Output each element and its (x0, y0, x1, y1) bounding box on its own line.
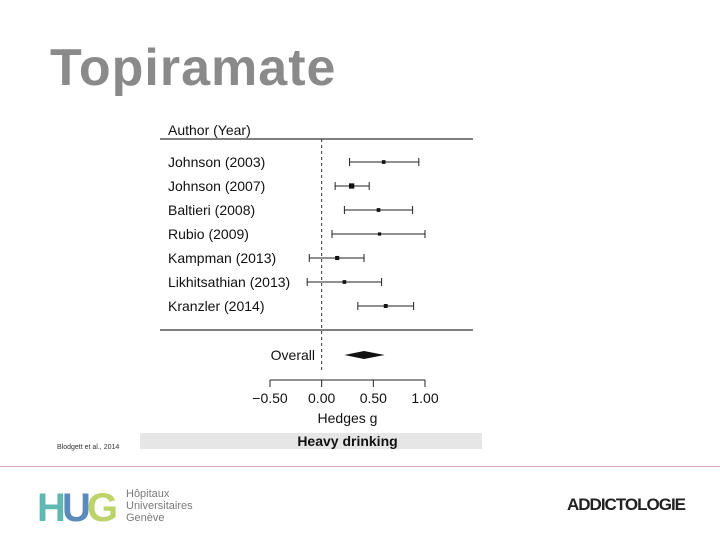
addictologie-logo: ADDICTOLOGIE (567, 495, 686, 514)
study-label: Rubio (2009) (168, 226, 249, 242)
study-row: Likhitsathian (2013) (168, 274, 383, 290)
study-point (383, 304, 388, 308)
study-rows: Johnson (2003) Johnson (2007) Baltieri (20… (168, 154, 426, 314)
citation: Blodgett et al., 2014 (57, 444, 120, 451)
study-label: Kranzler (2014) (168, 298, 265, 314)
study-label: Likhitsathian (2013) (168, 274, 290, 290)
study-point (377, 232, 382, 236)
footer-divider (0, 466, 720, 467)
column-header: Author (Year) (168, 122, 251, 138)
chart-caption: Heavy drinking (297, 433, 397, 449)
x-tick-label: 0.00 (308, 390, 335, 406)
x-tick-label: 1.00 (411, 390, 438, 406)
hug-logo-icon: H U G (37, 486, 117, 522)
hug-line: Hôpitaux (126, 488, 170, 500)
svg-text:G: G (87, 486, 117, 522)
x-tick-label: −0.50 (252, 390, 288, 406)
x-axis: −0.50 0.00 0.50 1.00 (252, 379, 439, 406)
slide-title: Topiramate (50, 39, 337, 97)
study-point (335, 255, 340, 261)
study-row: Johnson (2007) (168, 178, 370, 194)
x-axis-label: Hedges g (318, 410, 378, 426)
study-point (381, 160, 386, 164)
study-row: Kampman (2013) (168, 250, 365, 266)
study-row: Rubio (2009) (168, 226, 426, 242)
study-row: Kranzler (2014) (168, 298, 415, 314)
overall-row: Overall (271, 347, 385, 363)
svg-text:U: U (62, 486, 91, 522)
hug-name: Hôpitaux Universitaires Genève (126, 488, 193, 524)
caption-band (140, 433, 482, 449)
study-row: Baltieri (2008) (168, 202, 414, 218)
study-point (376, 208, 381, 212)
forest-plot: Author (Year) Johnson (2003)Johnson (200… (140, 122, 482, 449)
overall-diamond (344, 351, 385, 359)
study-label: Johnson (2007) (168, 178, 265, 194)
overall-label: Overall (271, 347, 315, 363)
study-point (342, 280, 347, 284)
x-tick-label: 0.50 (360, 390, 387, 406)
study-label: Kampman (2013) (168, 250, 276, 266)
hug-line: Universitaires (126, 500, 193, 512)
hug-line: Genève (126, 512, 165, 524)
study-label: Baltieri (2008) (168, 202, 255, 218)
study-row: Johnson (2003) (168, 154, 420, 170)
study-label: Johnson (2003) (168, 154, 265, 170)
study-point (348, 183, 355, 189)
svg-text:H: H (37, 486, 66, 522)
